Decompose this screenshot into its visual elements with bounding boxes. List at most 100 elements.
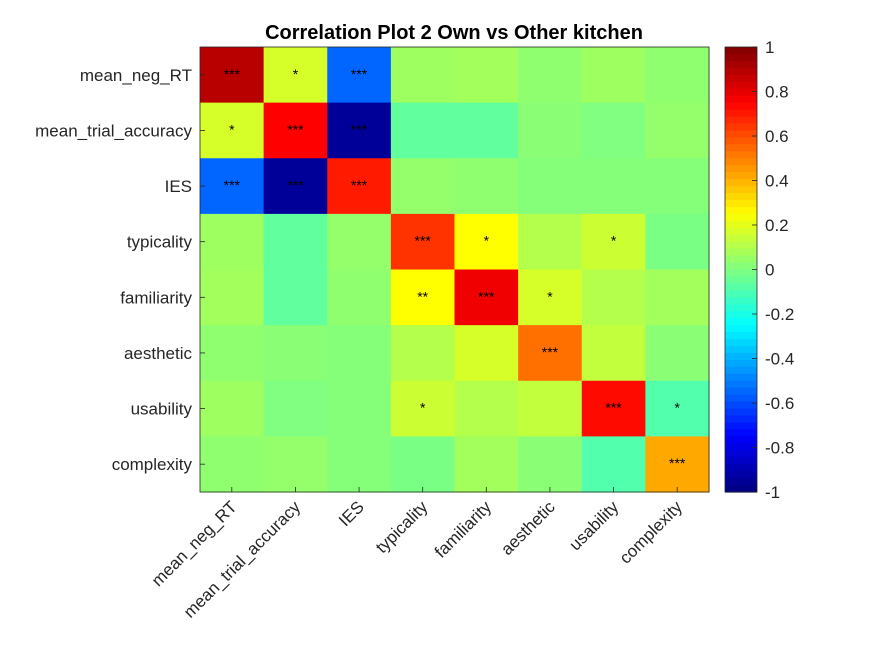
colorbar-segment — [725, 401, 757, 410]
heatmap-cell — [390, 325, 456, 382]
heatmap-cell — [200, 47, 265, 104]
colorbar-segment — [725, 123, 757, 132]
plot-frame — [199, 46, 710, 493]
colorbar-segment — [725, 137, 757, 145]
colorbar-segment — [725, 318, 757, 326]
colorbar-tick-label: -1 — [765, 483, 780, 502]
colorbar-tick-label: 0.4 — [765, 172, 789, 191]
colorbar-segment — [725, 380, 757, 389]
colorbar-segment — [725, 241, 757, 250]
heatmap-cell — [518, 325, 583, 382]
y-tick-label: mean_neg_RT — [80, 66, 192, 85]
heatmap-cell — [645, 380, 710, 437]
significance-label: *** — [542, 344, 559, 360]
heatmap-cell — [327, 213, 392, 271]
colorbar-segment — [725, 47, 757, 55]
heatmap-cell — [327, 47, 392, 104]
heatmap-cell — [263, 213, 328, 271]
heatmap-cell — [327, 325, 392, 382]
y-tick-labels: mean_neg_RT mean_trial_accuracy IES typical… — [35, 66, 205, 474]
heatmap-cell — [327, 436, 392, 493]
heatmap-cells — [200, 47, 710, 493]
y-tick-label: complexity — [112, 455, 193, 474]
colorbar-segment — [725, 464, 757, 472]
x-tick-label: mean_trial_accuracy — [180, 497, 305, 622]
heatmap-cell — [454, 269, 519, 326]
colorbar-segment — [725, 227, 757, 236]
heatmap-cell — [581, 213, 646, 271]
heatmap-cell — [390, 213, 456, 271]
colorbar-segment — [725, 53, 757, 62]
colorbar-segment — [725, 81, 757, 90]
heatmap-cell — [581, 380, 646, 437]
heatmap-cell — [327, 102, 392, 159]
colorbar-tick-label: 0.6 — [765, 127, 789, 146]
colorbar — [724, 46, 758, 493]
heatmap-cell — [200, 213, 265, 271]
heatmap-cell — [645, 158, 710, 215]
y-tick-label: aesthetic — [124, 344, 193, 363]
colorbar-segment — [725, 269, 757, 278]
colorbar-tick-label: -0.2 — [765, 305, 794, 324]
significance-label: *** — [478, 288, 495, 304]
colorbar-segment — [725, 206, 757, 215]
y-tick-label: mean_trial_accuracy — [35, 121, 192, 140]
colorbar-segment — [725, 450, 757, 458]
colorbar-segment — [725, 213, 757, 222]
heatmap-cell — [454, 436, 519, 493]
colorbar-segment — [725, 276, 757, 284]
heatmap-cell — [390, 269, 456, 326]
colorbar-segment — [725, 248, 757, 257]
colorbar-segment — [725, 172, 757, 180]
heatmap-cell — [200, 325, 265, 382]
colorbar-tick-label: 1 — [765, 38, 774, 57]
y-tick-label: typicality — [127, 233, 193, 252]
heatmap-cell — [518, 380, 583, 437]
colorbar-segment — [725, 158, 757, 166]
heatmap-cell — [518, 158, 583, 215]
heatmap-cell — [518, 436, 583, 493]
colorbar-segment — [725, 199, 757, 208]
significance-label: * — [674, 400, 680, 416]
significance-label: *** — [287, 121, 304, 137]
chart-title: Correlation Plot 2 Own vs Other kitchen — [265, 22, 643, 44]
colorbar-segment — [725, 457, 757, 465]
y-tick-label: familiarity — [120, 288, 192, 307]
significance-label: * — [484, 233, 490, 249]
colorbar-tick-label: -0.6 — [765, 394, 794, 413]
heatmap-cell — [581, 158, 646, 215]
significance-label: *** — [287, 177, 304, 193]
heatmap-cell — [581, 325, 646, 382]
heatmap-cell — [645, 325, 710, 382]
heatmap-cell — [454, 102, 519, 159]
colorbar-segment — [725, 387, 757, 396]
heatmap-cell — [518, 213, 583, 271]
colorbar-segment — [725, 290, 757, 298]
heatmap-cell — [454, 380, 519, 437]
heatmap-cell — [390, 436, 456, 493]
x-tick-label: IES — [335, 497, 368, 530]
heatmap-cell — [645, 436, 710, 493]
heatmap-cell — [518, 47, 583, 104]
colorbar-segment — [725, 109, 757, 118]
heatmap-cell — [327, 158, 392, 215]
colorbar-segment — [725, 471, 757, 479]
heatmap-cell — [518, 269, 583, 326]
significance-label: *** — [415, 233, 432, 249]
heatmap-cell — [518, 102, 583, 159]
colorbar-segment — [725, 373, 757, 382]
colorbar-tick-label: -0.4 — [765, 350, 794, 369]
heatmap-cell — [200, 436, 265, 493]
colorbar-segment — [725, 408, 757, 417]
colorbar-segment — [725, 352, 757, 361]
colorbar-segment — [725, 394, 757, 403]
colorbar-segment — [725, 67, 757, 76]
significance-label: * — [420, 400, 426, 416]
significance-label: * — [547, 288, 553, 304]
colorbar-segment — [725, 88, 757, 97]
heatmap-cell — [200, 269, 265, 326]
x-tick-label: complexity — [616, 497, 687, 568]
heatmap-cell — [454, 47, 519, 104]
heatmap-cell — [581, 102, 646, 159]
